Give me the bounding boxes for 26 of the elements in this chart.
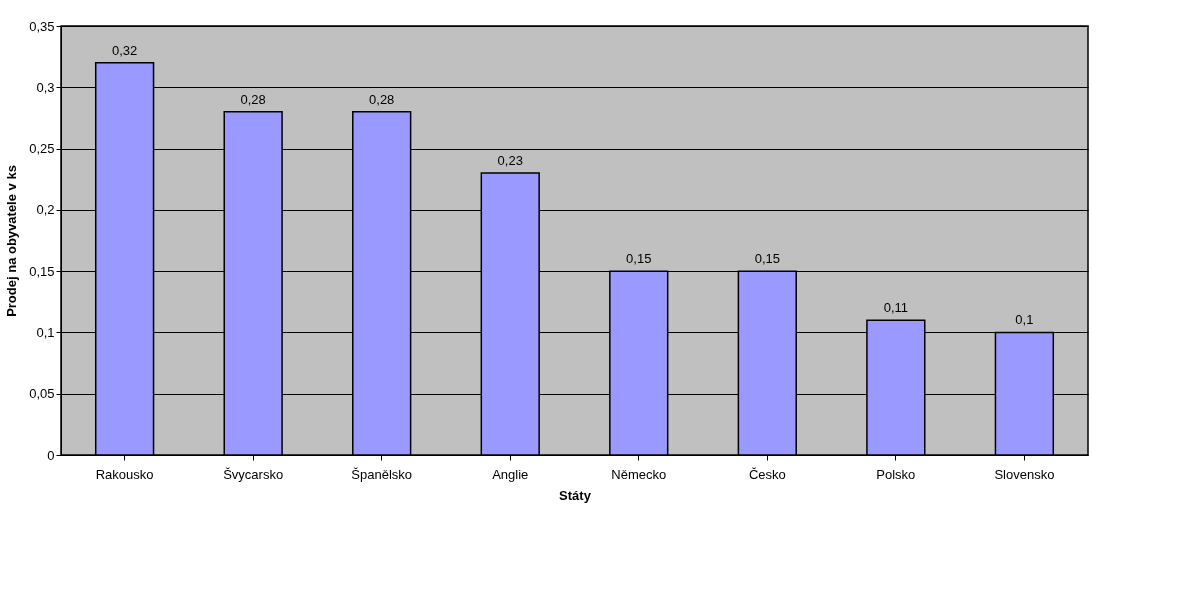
x-tick-label: Česko: [748, 466, 786, 482]
data-label: 0,23: [497, 153, 523, 169]
y-tick-label: 0,35: [29, 18, 55, 34]
data-label: 0,15: [754, 251, 780, 267]
x-axis-title: Státy: [559, 487, 592, 503]
data-label: 0,11: [883, 300, 909, 316]
data-label: 0,28: [369, 91, 395, 107]
y-axis-title: Prodej na obyvatele v ks: [4, 165, 20, 317]
data-label: 0,28: [240, 91, 266, 107]
y-tick-label: 0,3: [36, 79, 55, 95]
x-tick-label: Německo: [611, 466, 667, 482]
data-label: 0,15: [626, 251, 652, 267]
y-tick-label: 0,15: [29, 263, 55, 279]
data-label: 0,32: [111, 42, 138, 58]
x-tick-label: Slovensko: [994, 466, 1055, 482]
x-tick-label: Španělsko: [351, 466, 413, 482]
y-tick-label: 0,05: [29, 386, 55, 402]
y-tick-label: 0,1: [36, 324, 55, 340]
y-tick-label: 0: [47, 447, 55, 463]
data-label: 0,1: [1015, 312, 1034, 328]
x-tick-label: Polsko: [876, 466, 916, 482]
x-tick-label: Anglie: [492, 466, 529, 482]
x-tick-label: Rakousko: [95, 466, 154, 482]
x-tick-label: Švycarsko: [223, 466, 284, 482]
y-tick-label: 0,25: [29, 141, 55, 157]
y-tick-label: 0,2: [36, 202, 55, 218]
